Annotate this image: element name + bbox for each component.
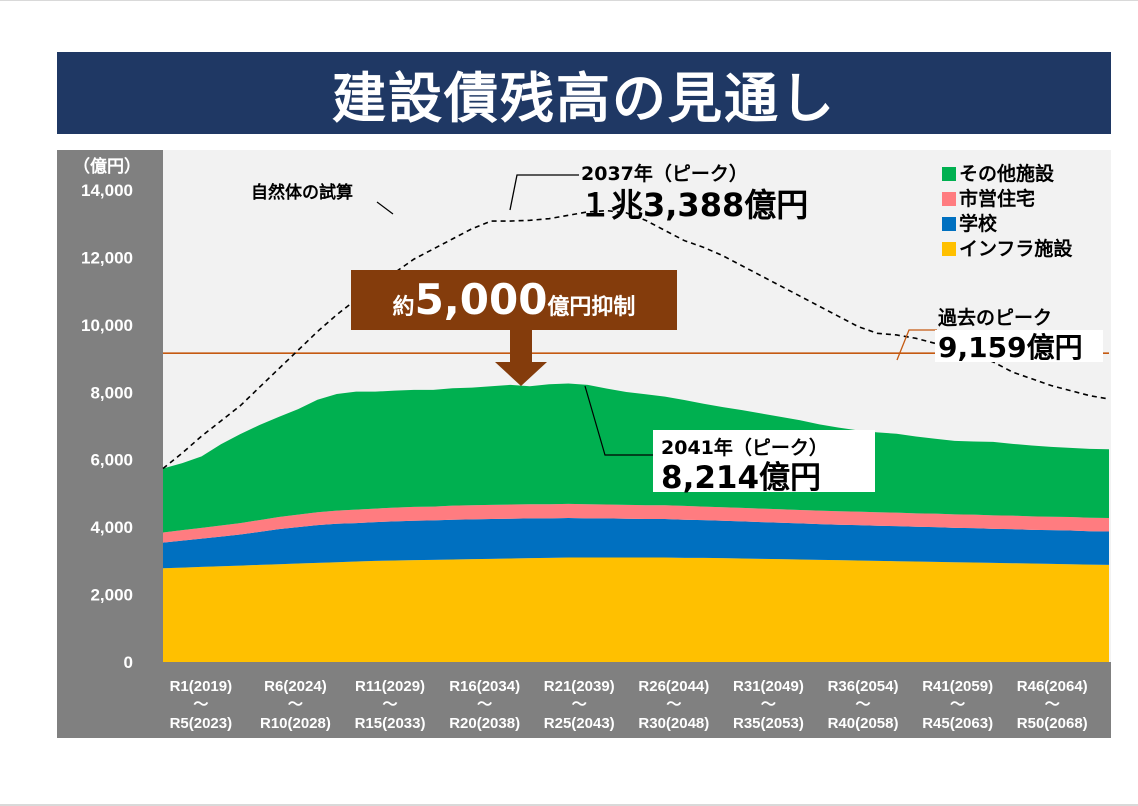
actual-peak-label-box: [653, 430, 875, 492]
y-tick-labels: 0 2,000 4,000 6,000 8,000 10,000 12,000 14,000: [81, 181, 133, 672]
x-tick-label-top-0: R1(2019): [170, 678, 233, 695]
suppression-arrow: [495, 330, 547, 386]
legend-swatch-0: [942, 167, 956, 181]
x-tick-label-bottom-3: R20(2038): [449, 715, 520, 732]
series-areas: [163, 383, 1109, 662]
x-tick-label-mid-6: ～: [761, 696, 776, 713]
suppression-number: 5,000: [415, 275, 548, 324]
suppression-suffix: 億円抑制: [547, 294, 635, 320]
actual-peak-label-line1: 2041年（ピーク）: [661, 436, 828, 459]
x-axis-panel: [163, 662, 1111, 738]
y-tick-label-4: 8,000: [90, 383, 133, 402]
legend-swatch-3: [942, 242, 956, 256]
x-tick-label-top-6: R31(2049): [733, 678, 804, 695]
x-tick-label-bottom-1: R10(2028): [260, 715, 331, 732]
area-series-0: [163, 557, 1109, 662]
x-tick-label-mid-3: ～: [477, 696, 492, 713]
y-axis-panel: [57, 150, 163, 738]
y-tick-label-1: 2,000: [90, 586, 133, 605]
x-tick-label-mid-2: ～: [383, 696, 398, 713]
x-tick-label-mid-7: ～: [856, 696, 871, 713]
x-tick-label-bottom-0: R5(2023): [170, 715, 233, 732]
x-tick-label-mid-5: ～: [666, 696, 681, 713]
bottom-rule: [0, 804, 1138, 806]
title-banner: 建設債残高の見通し: [57, 52, 1111, 134]
y-tick-label-2: 4,000: [90, 518, 133, 537]
y-tick-label-5: 10,000: [81, 316, 133, 335]
x-tick-label-top-2: R11(2029): [355, 678, 425, 695]
x-tick-label-top-9: R46(2064): [1017, 678, 1088, 695]
x-tick-label-mid-0: ～: [193, 696, 208, 713]
past-peak-label-line2: 9,159億円: [938, 331, 1083, 364]
x-tick-label-mid-8: ～: [950, 696, 965, 713]
y-tick-label-6: 12,000: [81, 248, 133, 267]
stacked-area-chart: 02,0004,0006,0008,00010,00012,00014,000 …: [57, 150, 1111, 738]
x-tick-label-bottom-5: R30(2048): [638, 715, 709, 732]
x-tick-label-bottom-9: R50(2068): [1017, 715, 1088, 732]
chart-container: 0 2,000 4,000 6,000 8,000 10,000 12,000 14,000 …: [57, 150, 1111, 738]
natural-peak-leader-line: [509, 174, 579, 211]
x-tick-label-top-1: R6(2024): [264, 678, 327, 695]
top-rule: [0, 0, 1138, 1]
actual-peak-label-line2: 8,214億円: [661, 460, 821, 496]
x-tick-label-mid-4: ～: [572, 696, 587, 713]
past-peak-leader-line: [896, 329, 937, 361]
y-unit-label: （億円）: [73, 156, 141, 176]
x-tick-label-top-3: R16(2034): [449, 678, 520, 695]
natural-trajectory-label: 自然体の試算: [251, 182, 353, 203]
x-tick-labels: R1(2019)～R5(2023)R6(2024)～R10(2028)R11(2…: [170, 678, 1088, 732]
area-series-2: [163, 503, 1109, 543]
y-tick-label-0: 0: [124, 653, 133, 672]
past-peak-value-box: [935, 330, 1103, 362]
actual-peak-leader-line: [584, 385, 653, 456]
suppression-callout-text: 約5,000億円抑制: [393, 275, 636, 324]
legend-label-0: その他施設: [959, 162, 1055, 185]
x-tick-label-top-7: R36(2054): [828, 678, 899, 695]
suppression-prefix: 約: [393, 294, 415, 320]
legend-label-1: 市営住宅: [959, 187, 1035, 210]
y-tick-label-7: 14,000: [81, 181, 133, 200]
x-tick-label-mid-1: ～: [288, 696, 303, 713]
natural-peak-label-line1: 2037年（ピーク）: [581, 162, 748, 185]
legend-swatch-1: [942, 192, 956, 206]
x-tick-label-top-8: R41(2059): [922, 678, 993, 695]
area-series-1: [163, 518, 1109, 569]
x-tick-label-bottom-2: R15(2033): [355, 715, 426, 732]
x-tick-label-bottom-8: R45(2063): [922, 715, 993, 732]
y-tick-label-3: 6,000: [90, 451, 133, 470]
x-tick-label-top-4: R21(2039): [544, 678, 615, 695]
x-tick-label-top-5: R26(2044): [638, 678, 709, 695]
x-tick-label-bottom-6: R35(2053): [733, 715, 804, 732]
legend-swatch-2: [942, 217, 956, 231]
x-tick-label-mid-9: ～: [1045, 696, 1060, 713]
legend-label-3: インフラ施設: [959, 237, 1073, 260]
chart-title: 建設債残高の見通し: [332, 66, 836, 130]
suppression-callout-box: [351, 270, 677, 330]
legend-label-2: 学校: [959, 212, 998, 235]
x-tick-label-bottom-7: R40(2058): [828, 715, 899, 732]
x-tick-label-bottom-4: R25(2043): [544, 715, 615, 732]
area-series-3: [163, 383, 1109, 533]
past-peak-label-line1: 過去のピーク: [938, 306, 1052, 329]
natural-trajectory-label-leader: [376, 201, 394, 215]
natural-peak-label-line2: １兆3,388億円: [579, 186, 808, 224]
